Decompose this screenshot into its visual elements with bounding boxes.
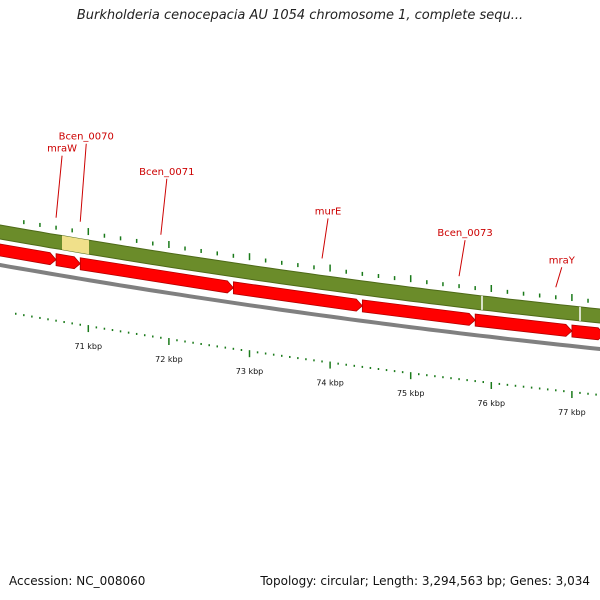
scale-label: 76 kbp <box>478 399 506 408</box>
gene-label-leader <box>79 143 87 222</box>
gene-label-leader <box>321 218 329 259</box>
scale-label: 74 kbp <box>316 379 344 388</box>
gene-label-leader <box>458 240 466 277</box>
gene-label[interactable]: mraW <box>47 144 77 155</box>
gene-arrow[interactable] <box>79 257 234 294</box>
feature-band <box>0 224 600 324</box>
map-title: Burkholderia cenocepacia AU 1054 chromos… <box>76 8 524 23</box>
feature-band-highlight[interactable] <box>62 235 89 255</box>
scale-label: 72 kbp <box>155 355 183 364</box>
gene-label-leader <box>555 267 563 288</box>
scale-label: 75 kbp <box>397 389 425 398</box>
scale-label: 71 kbp <box>75 342 103 351</box>
gene-arrow[interactable] <box>55 253 81 270</box>
gene-arrow[interactable] <box>474 313 573 337</box>
gene-label[interactable]: mraY <box>549 255 576 266</box>
scale-tick-track <box>15 312 597 399</box>
gene-arrow[interactable] <box>232 281 363 312</box>
accession-text: Accession: NC_008060 <box>9 574 146 588</box>
gene-arrow[interactable] <box>361 299 476 326</box>
gene-label-leader <box>55 155 63 218</box>
gene-arrow[interactable] <box>0 243 57 266</box>
scale-label: 73 kbp <box>236 367 264 376</box>
gene-label-leader <box>160 178 168 235</box>
gene-label[interactable]: murE <box>315 206 342 217</box>
scale-label: 77 kbp <box>558 408 586 417</box>
gene-label[interactable]: Bcen_0071 <box>139 167 194 178</box>
feature-band-track <box>0 224 600 324</box>
backbone-line <box>0 262 600 352</box>
gene-arrow[interactable] <box>571 324 600 341</box>
scale-label-track: 71 kbp 72 kbp 73 kbp 74 kbp 75 kbp 76 kbp 77 k… <box>75 342 586 417</box>
genome-summary-text: Topology: circular; Length: 3,294,563 bp… <box>260 574 590 588</box>
backbone-track <box>0 262 600 352</box>
gene-label[interactable]: Bcen_0073 <box>437 228 492 239</box>
gene-arrow-track <box>0 243 600 341</box>
gene-label[interactable]: Bcen_0070 <box>59 132 114 143</box>
upper-tick-track <box>23 220 589 303</box>
